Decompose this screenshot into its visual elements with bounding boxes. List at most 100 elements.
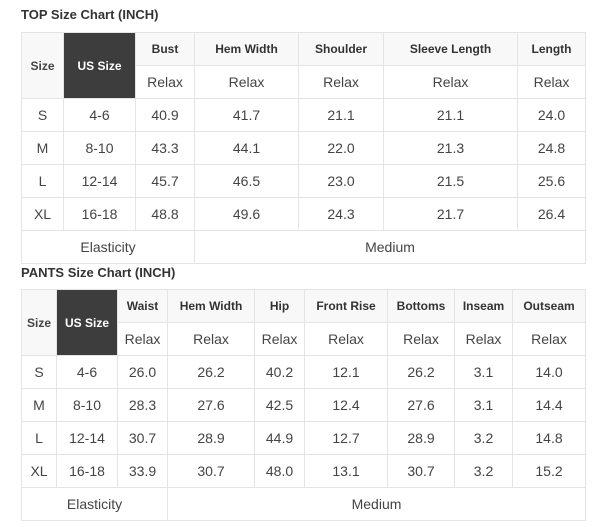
measurement-cell: 24.0	[517, 98, 586, 132]
fit-cell: Relax	[254, 322, 305, 356]
us-size-header: US Size	[56, 289, 118, 356]
header-row: Size US Size Waist Hem Width Hip Front Rise Bo…	[21, 289, 586, 356]
measurement-cell: 14.4	[512, 388, 586, 422]
us-size-cell: 12-14	[63, 164, 136, 198]
top-chart-title: TOP Size Chart (INCH)	[21, 7, 159, 22]
top-size-table: Size US Size Bust Hem Width Shoulder Sleeve L…	[21, 32, 586, 264]
column-header: Inseam	[454, 289, 513, 323]
measurement-cell: 12.7	[304, 421, 388, 455]
measurement-cell: 33.9	[117, 454, 168, 488]
fit-cell: Relax	[117, 322, 168, 356]
us-size-cell: 16-18	[63, 197, 136, 231]
measurement-cell: 46.5	[194, 164, 299, 198]
measurement-cell: 21.1	[383, 98, 518, 132]
size-cell: M	[21, 131, 64, 165]
pants-chart-title: PANTS Size Chart (INCH)	[21, 265, 176, 280]
elasticity-label: Elasticity	[21, 487, 168, 521]
measurement-cell: 22.0	[298, 131, 384, 165]
column-header: Outseam	[512, 289, 586, 323]
measurement-cell: 14.8	[512, 421, 586, 455]
measurement-cell: 40.2	[254, 355, 305, 389]
measurement-cell: 49.6	[194, 197, 299, 231]
measurement-cell: 30.7	[387, 454, 455, 488]
measurement-cell: 21.1	[298, 98, 384, 132]
fit-cell: Relax	[194, 65, 299, 99]
measurement-cell: 44.9	[254, 421, 305, 455]
size-cell: XL	[21, 454, 57, 488]
size-cell: S	[21, 98, 64, 132]
elasticity-label: Elasticity	[21, 230, 195, 264]
us-size-cell: 12-14	[56, 421, 118, 455]
measurement-cell: 26.2	[387, 355, 455, 389]
measurement-cell: 26.0	[117, 355, 168, 389]
us-size-cell: 4-6	[56, 355, 118, 389]
elasticity-value: Medium	[194, 230, 586, 264]
elasticity-row: Elasticity Medium	[21, 230, 586, 264]
measurement-cell: 12.1	[304, 355, 388, 389]
table-row: S 4-6 26.0 26.2 40.2 12.1 26.2 3.1 14.0	[21, 355, 586, 389]
measurement-cell: 15.2	[512, 454, 586, 488]
elasticity-row: Elasticity Medium	[21, 487, 586, 521]
column-header: Waist	[117, 289, 168, 323]
column-header: Hem Width	[194, 32, 299, 66]
table-row: L 12-14 30.7 28.9 44.9 12.7 28.9 3.2 14.8	[21, 421, 586, 455]
measurement-cell: 40.9	[135, 98, 195, 132]
fit-cell: Relax	[454, 322, 513, 356]
measurement-cell: 21.7	[383, 197, 518, 231]
measurement-cell: 42.5	[254, 388, 305, 422]
fit-cell: Relax	[135, 65, 195, 99]
column-header: Sleeve Length	[383, 32, 518, 66]
measurement-cell: 43.3	[135, 131, 195, 165]
column-header: Front Rise	[304, 289, 388, 323]
table-row: XL 16-18 33.9 30.7 48.0 13.1 30.7 3.2 15.2	[21, 454, 586, 488]
measurement-cell: 12.4	[304, 388, 388, 422]
column-header: Length	[517, 32, 586, 66]
us-size-header: US Size	[63, 32, 136, 99]
fit-cell: Relax	[517, 65, 586, 99]
measurement-cell: 13.1	[304, 454, 388, 488]
column-header: Shoulder	[298, 32, 384, 66]
size-cell: L	[21, 421, 57, 455]
measurement-cell: 14.0	[512, 355, 586, 389]
column-header: Hem Width	[167, 289, 255, 323]
table-row: XL 16-18 48.8 49.6 24.3 21.7 26.4	[21, 197, 586, 231]
fit-cell: Relax	[387, 322, 455, 356]
measurement-cell: 30.7	[117, 421, 168, 455]
us-size-cell: 4-6	[63, 98, 136, 132]
measurement-cell: 48.0	[254, 454, 305, 488]
measurement-cell: 3.1	[454, 355, 513, 389]
us-size-cell: 8-10	[63, 131, 136, 165]
measurement-cell: 3.1	[454, 388, 513, 422]
fit-row: Relax Relax Relax Relax Relax Relax Relax	[22, 322, 586, 356]
measurement-cell: 48.8	[135, 197, 195, 231]
fit-cell: Relax	[512, 322, 586, 356]
elasticity-value: Medium	[167, 487, 586, 521]
measurement-cell: 24.8	[517, 131, 586, 165]
header-row: Size US Size Bust Hem Width Shoulder Sleeve L…	[21, 32, 586, 99]
measurement-cell: 45.7	[135, 164, 195, 198]
us-size-cell: 8-10	[56, 388, 118, 422]
column-header: Bottoms	[387, 289, 455, 323]
measurement-cell: 28.9	[167, 421, 255, 455]
measurement-cell: 21.5	[383, 164, 518, 198]
measurement-cell: 28.9	[387, 421, 455, 455]
fit-row: Relax Relax Relax Relax Relax	[22, 65, 586, 99]
size-header: Size	[21, 289, 57, 356]
column-header: Hip	[254, 289, 305, 323]
us-size-cell: 16-18	[56, 454, 118, 488]
fit-cell: Relax	[383, 65, 518, 99]
table-row: M 8-10 43.3 44.1 22.0 21.3 24.8	[21, 131, 586, 165]
size-header: Size	[21, 32, 64, 99]
measurement-cell: 24.3	[298, 197, 384, 231]
size-cell: S	[21, 355, 57, 389]
measurement-cell: 41.7	[194, 98, 299, 132]
fit-cell: Relax	[304, 322, 388, 356]
pants-size-table: Size US Size Waist Hem Width Hip Front Rise Bo…	[21, 289, 586, 521]
measurement-cell: 27.6	[387, 388, 455, 422]
measurement-cell: 26.4	[517, 197, 586, 231]
table-row: M 8-10 28.3 27.6 42.5 12.4 27.6 3.1 14.4	[21, 388, 586, 422]
measurement-cell: 25.6	[517, 164, 586, 198]
measurement-cell: 27.6	[167, 388, 255, 422]
fit-cell: Relax	[298, 65, 384, 99]
measurement-cell: 26.2	[167, 355, 255, 389]
